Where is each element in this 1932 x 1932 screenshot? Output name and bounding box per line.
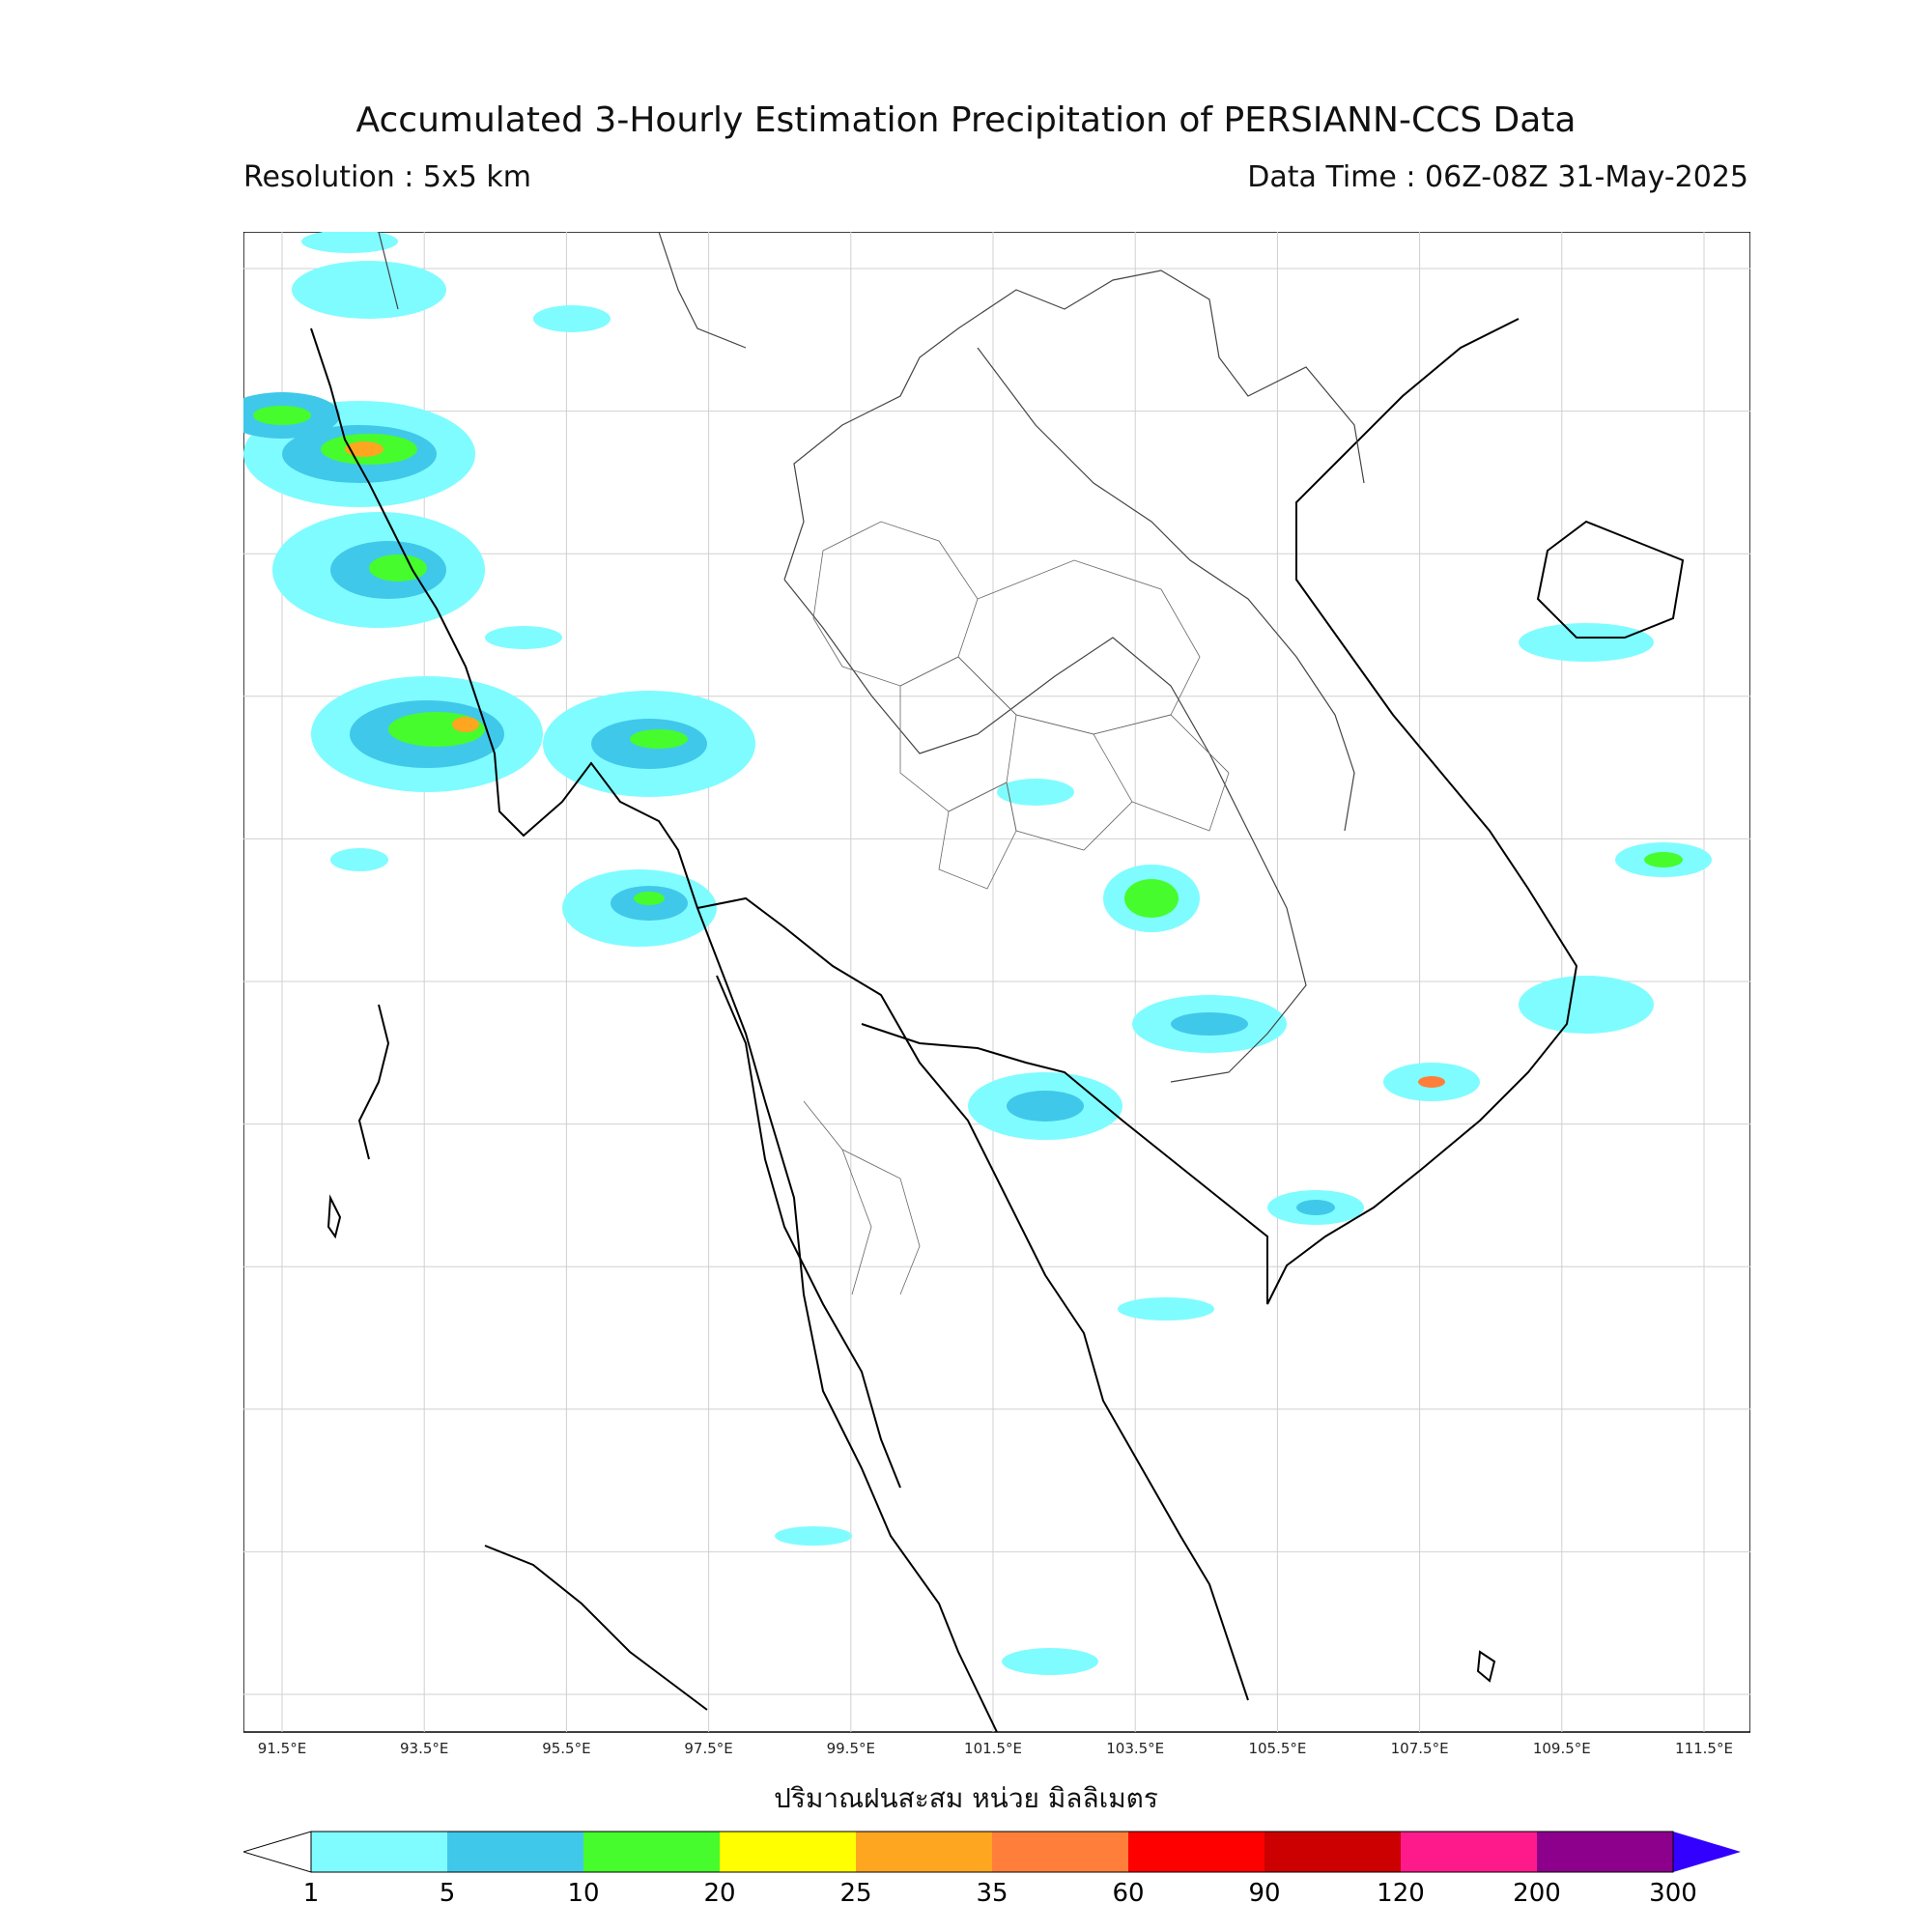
colorbar-label: 300 xyxy=(1649,1879,1697,1908)
resolution-label: Resolution : 5x5 km xyxy=(243,160,531,194)
colorbar-label: 35 xyxy=(976,1879,1008,1908)
lon-tick-label: 97.5°E xyxy=(684,1740,732,1757)
colorbar-segment xyxy=(1401,1832,1537,1872)
colorbar-under-arrow xyxy=(243,1831,312,1873)
colorbar-label: 120 xyxy=(1377,1879,1425,1908)
colorbar-label: 25 xyxy=(839,1879,871,1908)
colorbar-label: 60 xyxy=(1112,1879,1144,1908)
lon-tick-label: 95.5°E xyxy=(542,1740,590,1757)
colorbar-segment xyxy=(720,1832,856,1872)
colorbar-label: 20 xyxy=(703,1879,735,1908)
colorbar-label: 90 xyxy=(1248,1879,1280,1908)
data-time-label: Data Time : 06Z-08Z 31-May-2025 xyxy=(1247,160,1748,194)
colorbar-segment xyxy=(992,1832,1128,1872)
colorbar-legend: 1 5 10 20 25 35 60 90 120 200 300 xyxy=(243,1831,1741,1908)
borders xyxy=(378,232,1365,1083)
lon-tick-label: 105.5°E xyxy=(1248,1740,1306,1757)
colorbar-label: 1 xyxy=(303,1879,320,1908)
precipitation-map: 23.5°N21.5°N19.5°N17.5°N15.5°N13.5°N11.5… xyxy=(243,232,1750,1757)
colorbar-segment xyxy=(583,1832,720,1872)
lon-tick-label: 93.5°E xyxy=(400,1740,448,1757)
graticule xyxy=(243,232,1750,1732)
colorbar-segment xyxy=(311,1832,447,1872)
lon-tick-label: 109.5°E xyxy=(1533,1740,1591,1757)
colorbar-segment xyxy=(447,1832,583,1872)
colorbar-segment xyxy=(1537,1832,1673,1872)
colorbar-label: 200 xyxy=(1513,1879,1561,1908)
colorbar-outline xyxy=(310,1831,1674,1873)
lon-tick-label: 99.5°E xyxy=(827,1740,875,1757)
colorbar-label: 5 xyxy=(440,1879,456,1908)
lon-tick-label: 91.5°E xyxy=(258,1740,306,1757)
axis-caption: ปริมาณฝนสะสม หน่วย มิลลิเมตร xyxy=(774,1782,1158,1814)
colorbar-segment xyxy=(856,1832,992,1872)
colorbar-over-arrow xyxy=(1673,1832,1741,1872)
colorbar-segment xyxy=(1264,1832,1401,1872)
lon-tick-label: 101.5°E xyxy=(964,1740,1022,1757)
lon-tick-label: 107.5°E xyxy=(1391,1740,1449,1757)
lon-tick-label: 103.5°E xyxy=(1106,1740,1164,1757)
colorbar-label: 10 xyxy=(567,1879,599,1908)
thailand-provinces xyxy=(803,521,1230,1295)
chart-title: Accumulated 3-Hourly Estimation Precipit… xyxy=(355,100,1577,140)
colorbar-segment xyxy=(1128,1832,1264,1872)
lon-tick-label: 111.5°E xyxy=(1675,1740,1733,1757)
coastlines xyxy=(310,318,1685,1733)
